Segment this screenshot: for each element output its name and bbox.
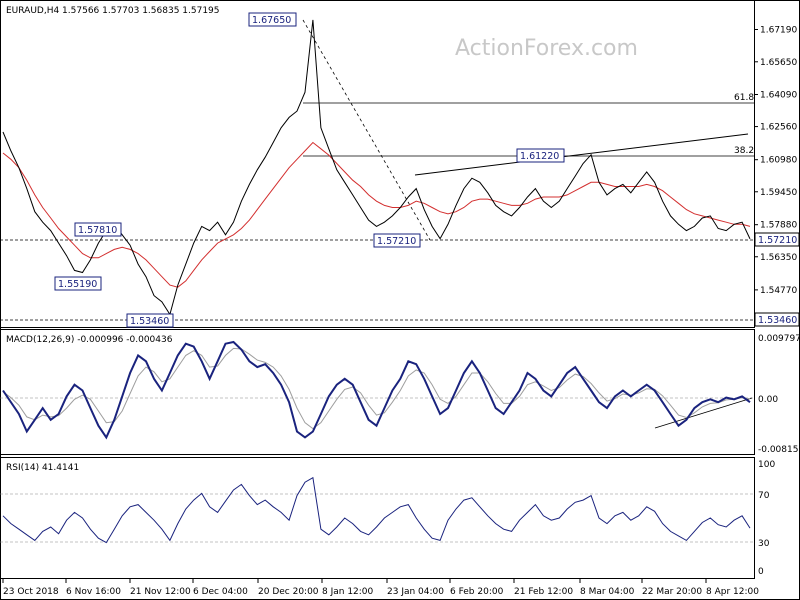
macd-signal-line (2, 347, 751, 430)
fib-618-label: 61.8 (734, 93, 754, 103)
watermark: ActionForex.com (455, 36, 638, 61)
macd-tick-bottom: -0.008152 (758, 445, 800, 455)
x-tick-label: 8 Apr 12:00 (706, 587, 759, 597)
macd-title: MACD(12,26,9) -0.000996 -0.000436 (6, 335, 173, 345)
x-tick-label: 21 Feb 12:00 (514, 587, 573, 597)
price-tick-label: 1.64090 (760, 91, 797, 101)
current-price-tag-text: 1.57210 (758, 235, 797, 246)
macd-main-line (2, 340, 751, 440)
macd-trend-line (654, 397, 753, 429)
x-tick-label: 6 Feb 20:00 (450, 587, 504, 597)
price-tick-label: 1.56350 (760, 253, 797, 263)
upper-trend-line (414, 133, 749, 176)
x-axis: 23 Oct 2018 6 Nov 16:00 21 Nov 12:00 6 Dec … (2, 579, 759, 597)
macd-panel-frame (0, 329, 755, 455)
rsi-line (2, 476, 751, 544)
x-tick-label: 6 Dec 04:00 (193, 587, 248, 597)
macd-tick-zero: 0.00 (758, 395, 778, 405)
annotation-2-text: 1.55190 (58, 279, 97, 290)
x-tick-label: 23 Oct 2018 (3, 587, 59, 597)
current-price-tag: 1.57210 (754, 232, 800, 247)
x-tick-label: 23 Jan 04:00 (387, 587, 444, 597)
price-panel-frame (0, 0, 755, 328)
annotation-1-text: 1.57810 (78, 225, 117, 236)
annotation-high: 1.67650 (248, 12, 297, 27)
x-tick-label: 8 Mar 04:00 (580, 587, 635, 597)
macd-tick-top: 0.009797 (758, 334, 800, 344)
x-tick-label: 6 Nov 16:00 (66, 587, 121, 597)
rsi-tick-30: 30 (758, 539, 770, 549)
price-tick-label: 1.67190 (760, 26, 797, 36)
rsi-panel: RSI(14) 41.4141 100 70 30 0 (0, 460, 775, 577)
price-tick-label: 1.57880 (760, 221, 797, 231)
annotation-2: 1.55190 (54, 276, 102, 291)
price-tick-label: 1.54770 (760, 286, 797, 296)
annotation-1: 1.57810 (74, 222, 122, 237)
price-panel: EURAUD,H4 1.57566 1.57703 1.56835 1.5719… (0, 6, 800, 328)
rsi-title: RSI(14) 41.4141 (6, 463, 79, 473)
annotation-3-text: 1.57210 (377, 236, 416, 247)
fib-382-label: 38.2 (734, 146, 754, 156)
price-title: EURAUD,H4 1.57566 1.57703 1.56835 1.5719… (6, 6, 220, 16)
x-tick-label: 21 Nov 12:00 (130, 587, 191, 597)
rsi-panel-frame (0, 457, 755, 579)
x-tick-label: 20 Dec 20:00 (258, 587, 319, 597)
price-tick-label: 1.60980 (760, 156, 797, 166)
rsi-tick-0: 0 (758, 567, 764, 577)
fall-dashed-line (302, 19, 431, 241)
price-tick-label: 1.65650 (760, 58, 797, 68)
annotation-4-text: 1.61220 (520, 151, 559, 162)
annotation-low-text: 1.53460 (130, 316, 169, 327)
price-tick-label: 1.59450 (760, 188, 797, 198)
macd-panel: MACD(12,26,9) -0.000996 -0.000436 0.0097… (0, 334, 800, 455)
x-tick-label: 8 Jan 12:00 (322, 587, 374, 597)
annotation-4: 1.61220 (516, 148, 565, 163)
x-tick-label: 22 Mar 20:00 (642, 587, 702, 597)
support-price-tag: 1.53460 (754, 312, 800, 327)
annotation-low: 1.53460 (126, 313, 174, 328)
support-price-tag-text: 1.53460 (758, 315, 797, 326)
rsi-tick-100: 100 (758, 460, 775, 470)
price-tick-label: 1.62560 (760, 123, 797, 133)
rsi-tick-70: 70 (758, 491, 770, 501)
annotation-high-text: 1.67650 (252, 15, 291, 26)
annotation-3: 1.57210 (373, 233, 421, 248)
price-line (2, 19, 751, 316)
